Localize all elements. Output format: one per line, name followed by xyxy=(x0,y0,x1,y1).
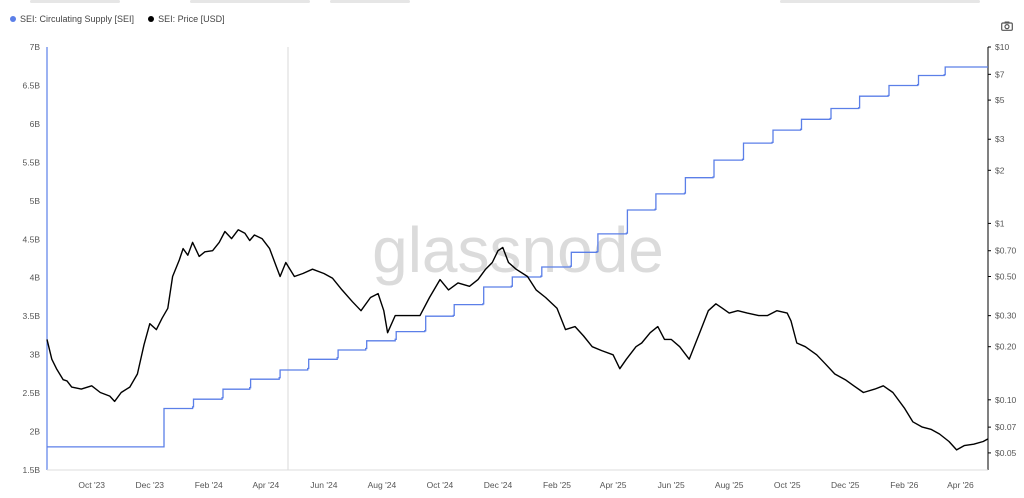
right-tick-label: $0.20 xyxy=(995,342,1017,352)
right-tick-label: $0.05 xyxy=(995,448,1017,458)
series-line-price xyxy=(46,229,989,451)
left-tick-label: 7B xyxy=(30,42,41,52)
left-tick-label: 3B xyxy=(30,350,41,360)
x-tick-label: Oct '25 xyxy=(774,480,801,490)
right-tick-label: $0.50 xyxy=(995,272,1017,282)
left-tick-label: 4B xyxy=(30,273,41,283)
right-tick-label: $0.70 xyxy=(995,246,1017,256)
left-tick-label: 4.5B xyxy=(23,234,41,244)
left-tick-label: 3.5B xyxy=(23,311,41,321)
x-tick-label: Feb '25 xyxy=(543,480,571,490)
legend-dot-price xyxy=(148,16,155,22)
x-tick-label: Apr '24 xyxy=(253,480,280,490)
right-tick-label: $0.10 xyxy=(995,395,1017,405)
x-tick-label: Apr '25 xyxy=(600,480,627,490)
right-tick-label: $2 xyxy=(995,165,1005,175)
watermark: glassnode xyxy=(372,214,664,286)
x-tick-label: Apr '26 xyxy=(947,480,974,490)
right-tick-label: $7 xyxy=(995,69,1005,79)
right-tick-label: $5 xyxy=(995,95,1005,105)
right-tick-label: $3 xyxy=(995,134,1005,144)
right-axis-ticks: $0.05 $0.07 $0.10 $0.20 $0.30 $0.50 $0.70 $1 $2 $… xyxy=(988,42,1017,458)
legend-label-supply: SEI: Circulating Supply [SEI] xyxy=(20,14,135,24)
x-tick-label: Aug '25 xyxy=(715,480,744,490)
left-tick-label: 5.5B xyxy=(23,157,41,167)
x-tick-label: Feb '26 xyxy=(890,480,918,490)
legend-label-price: SEI: Price [USD] xyxy=(158,14,225,24)
x-tick-label: Oct '24 xyxy=(427,480,454,490)
x-tick-label: Oct '23 xyxy=(78,480,105,490)
left-tick-label: 1.5B xyxy=(23,465,41,475)
x-tick-label: Feb '24 xyxy=(195,480,223,490)
chart-legend: SEI: Circulating Supply [SEI] SEI: Price… xyxy=(10,14,225,24)
right-tick-label: $10 xyxy=(995,42,1009,52)
x-tick-label: Dec '23 xyxy=(135,480,164,490)
right-tick-label: $0.30 xyxy=(995,311,1017,321)
x-axis-ticks: Oct '23 Dec '23 Feb '24 Apr '24 Jun '24 Aug '… xyxy=(78,480,974,490)
x-tick-label: Dec '24 xyxy=(484,480,513,490)
camera-icon[interactable] xyxy=(996,16,1018,36)
top-toolbar-strip xyxy=(0,0,1024,6)
legend-dot-supply xyxy=(10,16,16,22)
left-axis-ticks: 1.5B 2B 2.5B 3B 3.5B 4B 4.5B 5B 5.5B 6B 6.5B 7B xyxy=(23,42,41,475)
left-tick-label: 6B xyxy=(30,119,41,129)
series-line-circulating-supply xyxy=(47,66,988,448)
legend-item-price[interactable]: SEI: Price [USD] xyxy=(148,14,225,24)
left-tick-label: 6.5B xyxy=(23,80,41,90)
x-tick-label: Dec '25 xyxy=(831,480,860,490)
right-tick-label: $1 xyxy=(995,218,1005,228)
right-tick-label: $0.07 xyxy=(995,422,1017,432)
x-tick-label: Jun '24 xyxy=(310,480,337,490)
x-tick-label: Jun '25 xyxy=(658,480,685,490)
x-tick-label: Aug '24 xyxy=(368,480,397,490)
left-tick-label: 2.5B xyxy=(23,388,41,398)
legend-item-supply[interactable]: SEI: Circulating Supply [SEI] xyxy=(10,14,134,24)
left-tick-label: 2B xyxy=(30,427,41,437)
left-tick-label: 5B xyxy=(30,196,41,206)
